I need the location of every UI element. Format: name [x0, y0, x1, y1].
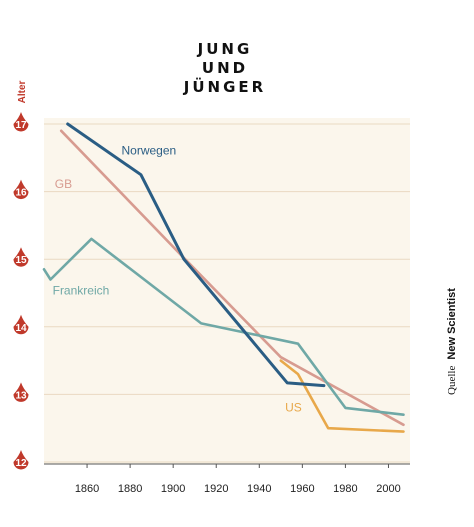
- series-label-norwegen: Norwegen: [122, 143, 177, 157]
- y-tick-label-16: 16: [15, 188, 27, 199]
- x-tick-label-1900: 1900: [161, 483, 185, 495]
- series-line-gb: [59, 129, 405, 427]
- y-tick-drop-15: 15: [13, 247, 29, 267]
- series-line-norwegen: [66, 122, 326, 388]
- source-prefix: Quelle: [446, 366, 458, 395]
- y-tick-label-12: 12: [15, 458, 27, 469]
- x-tick-label-1860: 1860: [75, 483, 99, 495]
- title-line-3: JÜNGER: [183, 77, 266, 96]
- source-credit: Quelle New Scientist: [446, 288, 458, 395]
- series-labels: Norwegen GB Frankreich US: [53, 143, 302, 414]
- chart-title: JUNG UND JÜNGER: [183, 40, 266, 96]
- x-tick-label-1960: 1960: [290, 483, 314, 495]
- y-tick-label-15: 15: [15, 255, 27, 266]
- y-tick-drop-17: 17: [13, 112, 29, 132]
- drop-icon: [13, 450, 29, 470]
- x-axis-ticks: 1860 1880 1900 1920 1940 1960 1980 2000: [75, 464, 401, 495]
- drop-icon: [13, 112, 29, 132]
- y-axis-ticks: 12 13 14 15 16 17: [13, 112, 29, 470]
- y-tick-drop-13: 13: [13, 382, 29, 402]
- y-tick-label-17: 17: [15, 120, 27, 131]
- x-tick-label-1880: 1880: [118, 483, 142, 495]
- x-tick-label-1940: 1940: [247, 483, 271, 495]
- title-line-2: UND: [202, 59, 248, 77]
- title-line-1: JUNG: [197, 40, 253, 58]
- series-label-gb: GB: [55, 177, 72, 191]
- series-line-frankreich: [42, 237, 405, 417]
- y-tick-drop-14: 14: [13, 314, 29, 335]
- series-lines: [42, 122, 405, 433]
- y-tick-label-13: 13: [15, 390, 27, 401]
- drop-icon: [13, 179, 29, 200]
- series-label-us: US: [285, 400, 302, 414]
- x-tick-label-1980: 1980: [333, 483, 357, 495]
- x-tick-label-1920: 1920: [204, 483, 228, 495]
- series-line-us: [279, 359, 405, 433]
- drop-icon: [13, 382, 29, 402]
- y-tick-drop-16: 16: [13, 179, 29, 200]
- y-tick-drop-12: 12: [13, 450, 29, 470]
- drop-icon: [13, 314, 29, 335]
- series-label-frankreich: Frankreich: [53, 283, 110, 297]
- source-name: New Scientist: [446, 288, 458, 360]
- x-tick-label-2000: 2000: [376, 483, 400, 495]
- y-tick-label-14: 14: [15, 323, 27, 334]
- y-axis-label: Alter: [17, 81, 28, 104]
- drop-icon: [13, 247, 29, 267]
- grid: [44, 123, 410, 465]
